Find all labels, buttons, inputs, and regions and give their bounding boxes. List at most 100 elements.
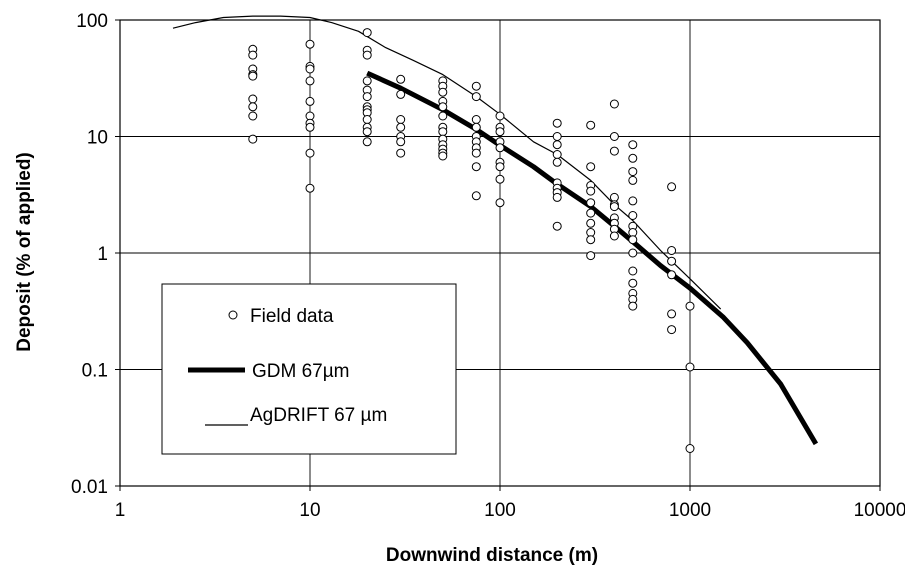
data-point-field-data [305, 39, 315, 49]
data-point-field-data [685, 444, 695, 453]
data-point-field-data [552, 157, 562, 167]
data-point-field-data [609, 99, 619, 109]
data-point-field-data [305, 148, 315, 158]
data-point-field-data [471, 162, 481, 172]
data-point-field-data [552, 140, 562, 150]
data-point-field-data [362, 76, 372, 86]
data-point-field-data [586, 218, 596, 228]
data-point-field-data [248, 111, 258, 121]
x-tick-label: 1 [115, 500, 126, 521]
data-point-field-data [628, 211, 638, 220]
data-point-field-data [667, 309, 677, 319]
data-point-field-data [552, 132, 562, 141]
legend-label-gdm: GDM 67µm [252, 361, 350, 382]
x-tick-label: 100 [484, 500, 516, 521]
data-point-field-data [438, 127, 448, 137]
data-point-field-data [552, 221, 562, 231]
data-point-field-data [609, 132, 619, 141]
series-line-agdrift-67um [172, 15, 722, 310]
data-point-field-data [362, 92, 372, 102]
data-point-field-data [305, 122, 315, 132]
data-point-field-data [586, 186, 596, 196]
data-point-field-data [586, 251, 596, 261]
data-point-field-data [628, 196, 638, 206]
x-axis-title: Downwind distance (m) [386, 545, 598, 566]
data-point-field-data [586, 198, 596, 208]
data-point-field-data [495, 143, 505, 153]
data-point-field-data [495, 127, 505, 137]
data-point-field-data [667, 182, 677, 192]
data-point-field-data [305, 76, 315, 86]
data-point-field-data [586, 235, 596, 245]
data-layer [172, 15, 819, 453]
data-point-field-data [362, 127, 372, 137]
tick-labels: 1 10 100 1000 10000 0.01 0.1 1 10 100 [71, 11, 905, 521]
data-point-field-data [495, 162, 505, 172]
y-tick-label: 0.01 [71, 477, 108, 498]
series-line-gdm-67um [366, 70, 819, 446]
data-point-field-data [628, 140, 638, 150]
data-point-field-data [495, 198, 505, 208]
data-point-field-data [685, 301, 695, 311]
data-point-field-data [552, 150, 562, 159]
y-tick-label: 0.1 [82, 361, 108, 382]
legend-label-field-data: Field data [250, 306, 334, 327]
data-point-field-data [628, 153, 638, 163]
data-point-field-data [628, 175, 638, 185]
x-tick-label: 10000 [854, 500, 905, 521]
y-tick-label: 1 [97, 244, 108, 265]
data-point-field-data [609, 231, 619, 241]
data-point-field-data [248, 50, 258, 60]
data-point-field-data [438, 111, 448, 121]
data-point-field-data [248, 134, 258, 144]
data-point-field-data [362, 137, 372, 147]
data-point-field-data [495, 174, 505, 184]
data-point-field-data [362, 115, 372, 124]
legend-label-agdrift: AgDRIFT 67 µm [250, 405, 387, 426]
data-point-field-data [667, 270, 677, 280]
data-point-field-data [438, 151, 448, 161]
data-point-field-data [628, 248, 638, 258]
data-point-field-data [248, 94, 258, 104]
data-point-field-data [396, 122, 406, 132]
data-point-field-data [248, 71, 258, 81]
data-point-field-data [471, 81, 481, 91]
data-point-field-data [396, 137, 406, 147]
data-point-field-data [471, 122, 481, 132]
data-point-field-data [438, 87, 448, 97]
data-point-field-data [667, 256, 677, 266]
data-point-field-data [471, 148, 481, 158]
data-point-field-data [396, 74, 406, 84]
data-point-field-data [305, 96, 315, 106]
data-point-field-data [248, 102, 258, 112]
data-point-field-data [471, 191, 481, 201]
x-tick-label: 1000 [669, 500, 711, 521]
data-point-field-data [396, 89, 406, 99]
data-point-field-data [586, 162, 596, 172]
x-tick-label: 10 [299, 500, 320, 521]
data-point-field-data [586, 208, 596, 218]
data-point-field-data [667, 246, 677, 255]
data-point-field-data [609, 146, 619, 156]
legend: Field data GDM 67µm AgDRIFT 67 µm [161, 283, 457, 455]
data-point-field-data [305, 64, 315, 74]
data-point-field-data [471, 115, 481, 124]
data-point-field-data [305, 183, 315, 193]
data-point-field-data [396, 115, 406, 124]
data-point-field-data [628, 266, 638, 276]
data-point-field-data [552, 192, 562, 202]
data-point-field-data [471, 92, 481, 102]
y-axis-title: Deposit (% of applied) [14, 152, 35, 352]
data-point-field-data [628, 167, 638, 177]
data-point-field-data [685, 362, 695, 372]
legend-marker-field-data [228, 310, 238, 320]
data-point-field-data [438, 102, 448, 112]
y-tick-label: 100 [76, 11, 108, 32]
data-point-field-data [495, 111, 505, 121]
y-tick-label: 10 [87, 128, 108, 149]
data-point-field-data [609, 202, 619, 212]
data-point-field-data [628, 235, 638, 245]
data-point-field-data [628, 301, 638, 311]
data-point-field-data [667, 325, 677, 335]
data-point-field-data [362, 50, 372, 60]
